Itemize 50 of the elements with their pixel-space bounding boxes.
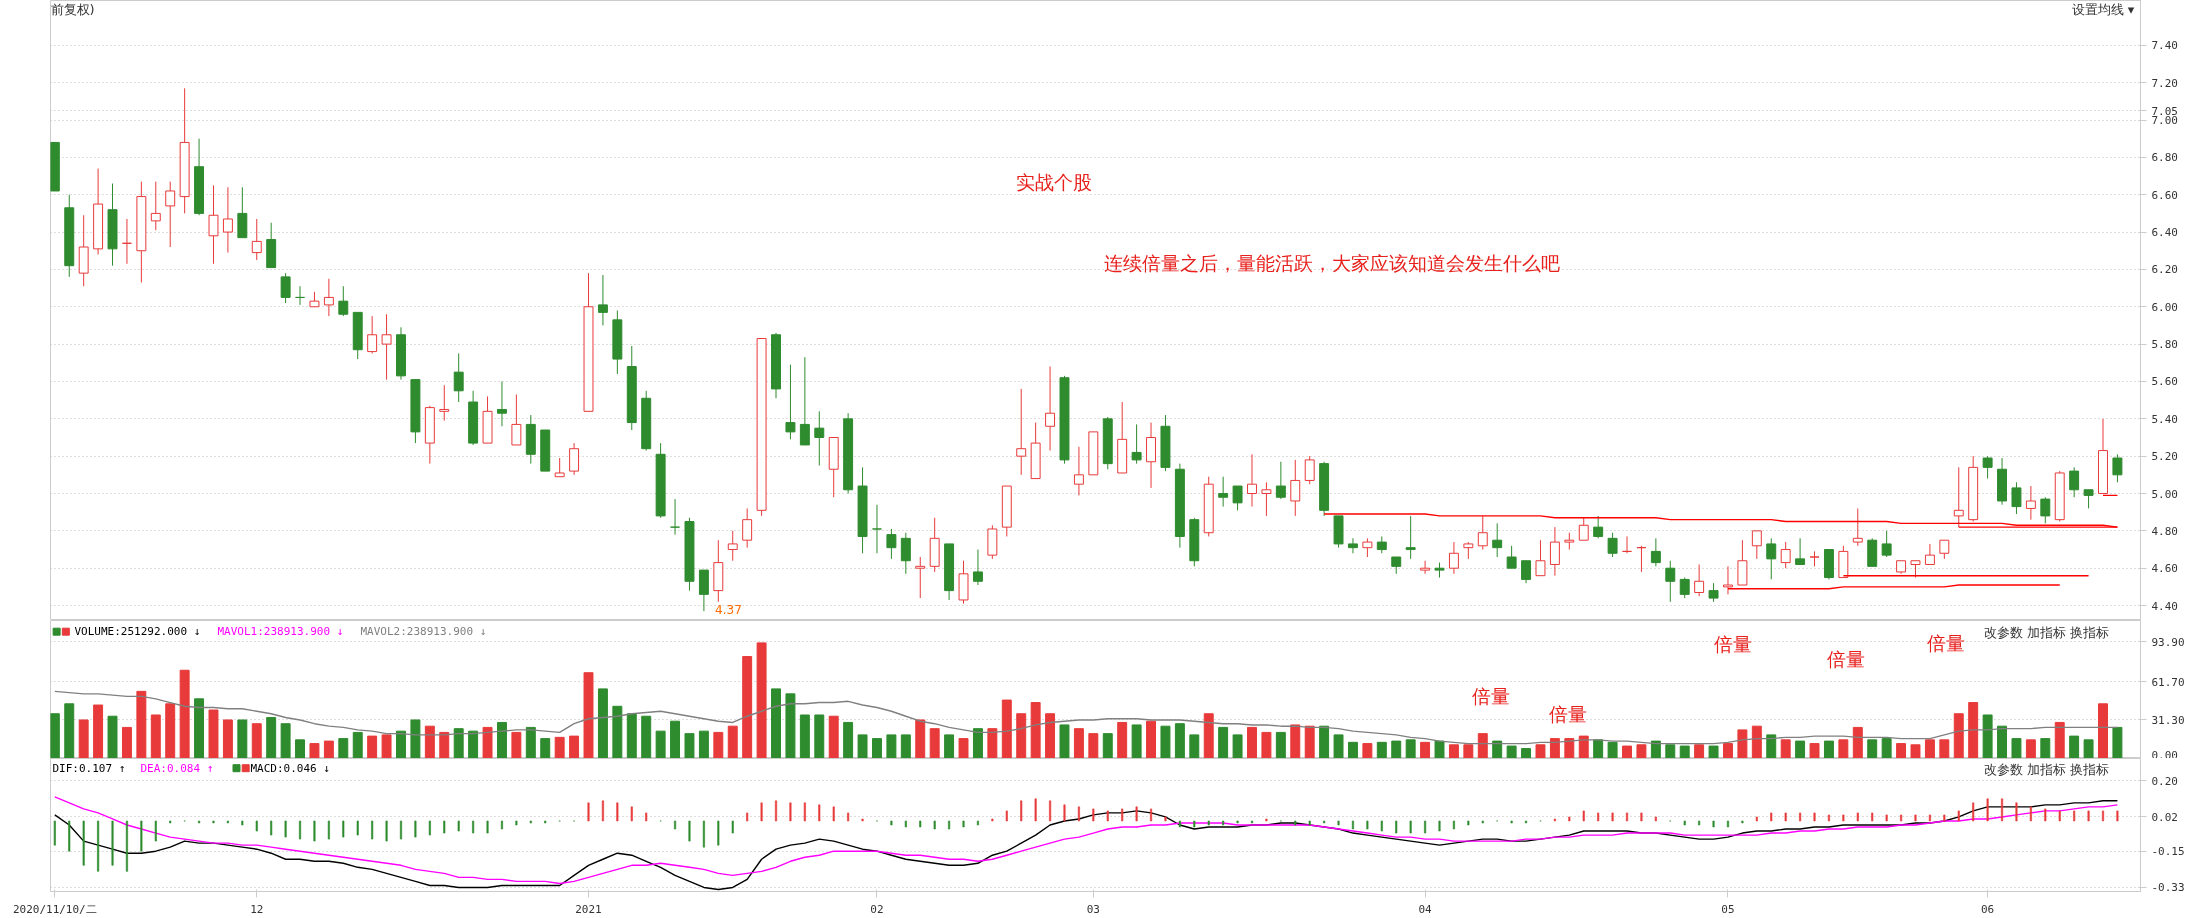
annotation: 前复权) [50, 1, 95, 17]
y-tick-label: 5.80 [2151, 338, 2178, 352]
annotation: 改参数 加指标 换指标 [1983, 762, 2110, 778]
y-tick-label: 93.90 [2151, 635, 2185, 649]
annotation: 倍量 [1548, 703, 1587, 726]
y-tick-label: 7.00 [2151, 114, 2178, 128]
annotation: 倍量 [1927, 631, 1966, 654]
x-tick-label: 12 [250, 902, 264, 916]
legend-label: MACD:0.046 ↓ [250, 762, 330, 776]
x-tick-label: 2021 [575, 902, 602, 916]
y-tick-label: 0.00 [2151, 748, 2178, 762]
y-tick-label: 6.60 [2151, 188, 2178, 202]
y-tick-label: 4.60 [2151, 562, 2178, 576]
annotation: 倍量 [1826, 648, 1865, 671]
annotation: 倍量 [1471, 685, 1510, 708]
x-tick-label: 2020/11/10/二 [12, 902, 97, 916]
y-tick-label: 5.60 [2151, 375, 2178, 389]
legend-label: VOLUME:251292.000 ↓ [74, 624, 201, 638]
y-tick-label: 6.00 [2151, 300, 2178, 314]
annotation: 4.37 [715, 603, 742, 618]
y-tick-label: 5.00 [2151, 487, 2178, 501]
text: DIF:0.107 ↑ [52, 762, 126, 776]
legend-label: MAVOL1:238913.900 ↓ [217, 624, 344, 638]
y-tick-label: -0.15 [2151, 845, 2185, 859]
x-tick-label: 03 [1086, 902, 1100, 916]
x-tick-label: 02 [870, 902, 884, 916]
y-tick-label: 4.80 [2151, 524, 2178, 538]
y-tick-label: 6.20 [2151, 263, 2178, 277]
y-tick-label: 61.70 [2151, 675, 2185, 689]
x-tick-label: 06 [1980, 902, 1995, 916]
y-tick-label: 4.40 [2151, 599, 2178, 613]
x-tick-label: 04 [1418, 902, 1433, 916]
y-tick-label: 31.30 [2151, 713, 2185, 727]
annotation: 连续倍量之后，量能活跃，大家应该知道会发生什么吧 [1103, 251, 1560, 274]
y-tick-label: 6.40 [2151, 226, 2178, 240]
y-tick-label: 5.20 [2151, 450, 2178, 464]
annotation: 实战个股 [1015, 171, 1092, 193]
y-tick-label: 5.40 [2151, 412, 2178, 426]
text: MAVOL2:238913.900 ↓ [360, 624, 487, 638]
y-tick-label: 6.80 [2151, 151, 2178, 165]
annotation: 倍量 [1713, 632, 1752, 655]
x-tick-label: 05 [1721, 902, 1735, 916]
annotation: 改参数 加指标 换指标 [1983, 624, 2110, 640]
y-tick-label: 0.20 [2151, 774, 2178, 788]
y-tick-label: 7.20 [2151, 76, 2178, 90]
y-tick-label: 0.02 [2151, 810, 2178, 824]
text: DEA:0.084 ↑ [140, 762, 214, 776]
y-tick-label: 7.40 [2151, 39, 2178, 53]
annotation: 设置均线 ▾ [2071, 1, 2135, 17]
y-tick-label: -0.33 [2151, 881, 2185, 895]
